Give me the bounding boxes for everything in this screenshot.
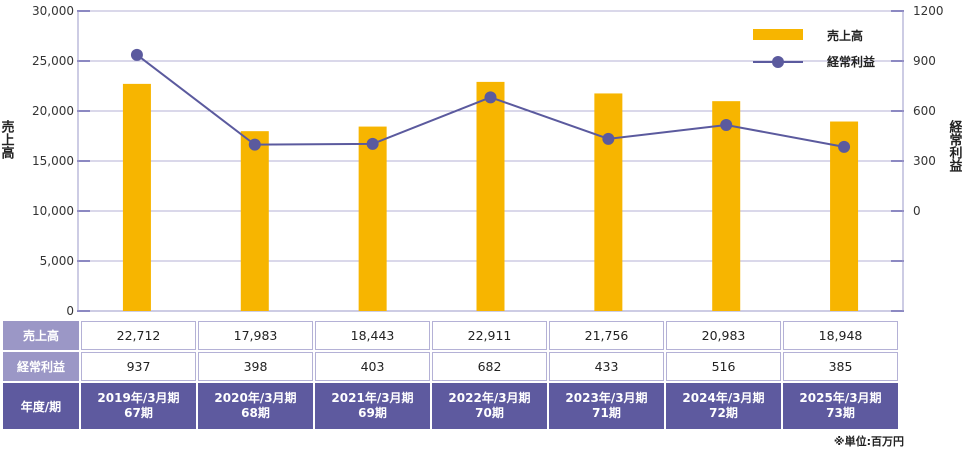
profit-cell: 516 [666,352,781,381]
profit-cell: 398 [198,352,313,381]
profit-point [838,140,851,153]
year-row: 年度/期 2019年/3月期 67期 2020年/3月期 68期 2021年/3月期… [3,383,898,429]
legend: 売上高 経常利益 [753,28,875,69]
sales-bar [476,81,505,311]
period-label: 73期 [826,406,855,420]
year-label: 2020年/3月期 [214,391,297,405]
sales-cell: 18,948 [783,321,898,350]
sales-bars [122,81,859,312]
profit-cell: 433 [549,352,664,381]
period-label: 70期 [475,406,504,420]
year-cell: 2021年/3月期 69期 [315,383,430,429]
period-label: 68期 [241,406,270,420]
year-cell: 2019年/3月期 67期 [81,383,196,429]
left-tick-label: 25,000 [32,54,74,68]
year-label: 2022年/3月期 [448,391,531,405]
period-label: 72期 [709,406,738,420]
period-label: 71期 [592,406,621,420]
combo-chart: 30,000 25,000 20,000 15,000 10,000 5,000 0 120… [0,4,962,318]
year-label: 2024年/3月期 [682,391,765,405]
sales-bar [712,101,741,311]
profit-row-label: 経常利益 [3,352,79,381]
right-axis-title: 経常利益 [947,119,962,173]
legend-sales-label: 売上高 [827,28,863,43]
sales-row: 売上高 22,712 17,983 18,443 22,911 21,756 2… [3,321,898,350]
right-tick-label: 600 [913,104,936,118]
sales-bar [122,83,151,311]
profit-row: 経常利益 937 398 403 682 433 516 385 [3,352,898,381]
right-tick-label: 900 [913,54,936,68]
profit-point [366,137,379,150]
year-cell: 2022年/3月期 70期 [432,383,547,429]
right-tick-label: 1200 [913,4,944,18]
profit-point [248,138,261,151]
profit-cell: 682 [432,352,547,381]
sales-cell: 22,911 [432,321,547,350]
year-cell: 2023年/3月期 71期 [549,383,664,429]
profit-point [602,132,615,145]
year-cell: 2024年/3月期 72期 [666,383,781,429]
right-axis-ticks: 1200 900 600 300 0 [913,4,944,218]
profit-cell: 937 [81,352,196,381]
profit-cell: 385 [783,352,898,381]
sales-bar [358,126,387,311]
left-tick-label: 20,000 [32,104,74,118]
profit-point [130,48,143,61]
year-cell: 2025年/3月期 73期 [783,383,898,429]
year-row-label: 年度/期 [3,383,79,429]
sales-cell: 17,983 [198,321,313,350]
sales-row-label: 売上高 [3,321,79,350]
right-tick-label: 0 [913,204,921,218]
year-label: 2019年/3月期 [97,391,180,405]
left-tick-label: 30,000 [32,4,74,18]
unit-note: ※単位:百万円 [833,435,904,448]
sales-bar [830,121,859,312]
year-label: 2025年/3月期 [799,391,882,405]
legend-profit-label: 経常利益 [827,54,875,69]
sales-bar [594,93,623,311]
left-tick-label: 15,000 [32,154,74,168]
sales-cell: 21,756 [549,321,664,350]
right-tick-label: 300 [913,154,936,168]
year-cell: 2020年/3月期 68期 [198,383,313,429]
left-tick-label: 0 [66,304,74,318]
profit-point [720,119,733,131]
year-label: 2023年/3月期 [565,391,648,405]
left-tick-label: 10,000 [32,204,74,218]
profit-line [130,48,851,153]
year-label: 2021年/3月期 [331,391,414,405]
sales-cell: 20,983 [666,321,781,350]
period-label: 67期 [124,406,153,420]
sales-cell: 22,712 [81,321,196,350]
profit-cell: 403 [315,352,430,381]
left-tick-label: 5,000 [40,254,74,268]
legend-bar-swatch [753,29,803,40]
sales-bar [240,131,269,311]
left-axis-ticks: 30,000 25,000 20,000 15,000 10,000 5,000 0 [32,4,74,318]
sales-cell: 18,443 [315,321,430,350]
left-axis-title: 売上高 [0,119,14,160]
legend-line-marker [772,56,784,68]
profit-point [484,91,497,104]
data-table: 売上高 22,712 17,983 18,443 22,911 21,756 2… [1,319,900,431]
period-label: 69期 [358,406,387,420]
